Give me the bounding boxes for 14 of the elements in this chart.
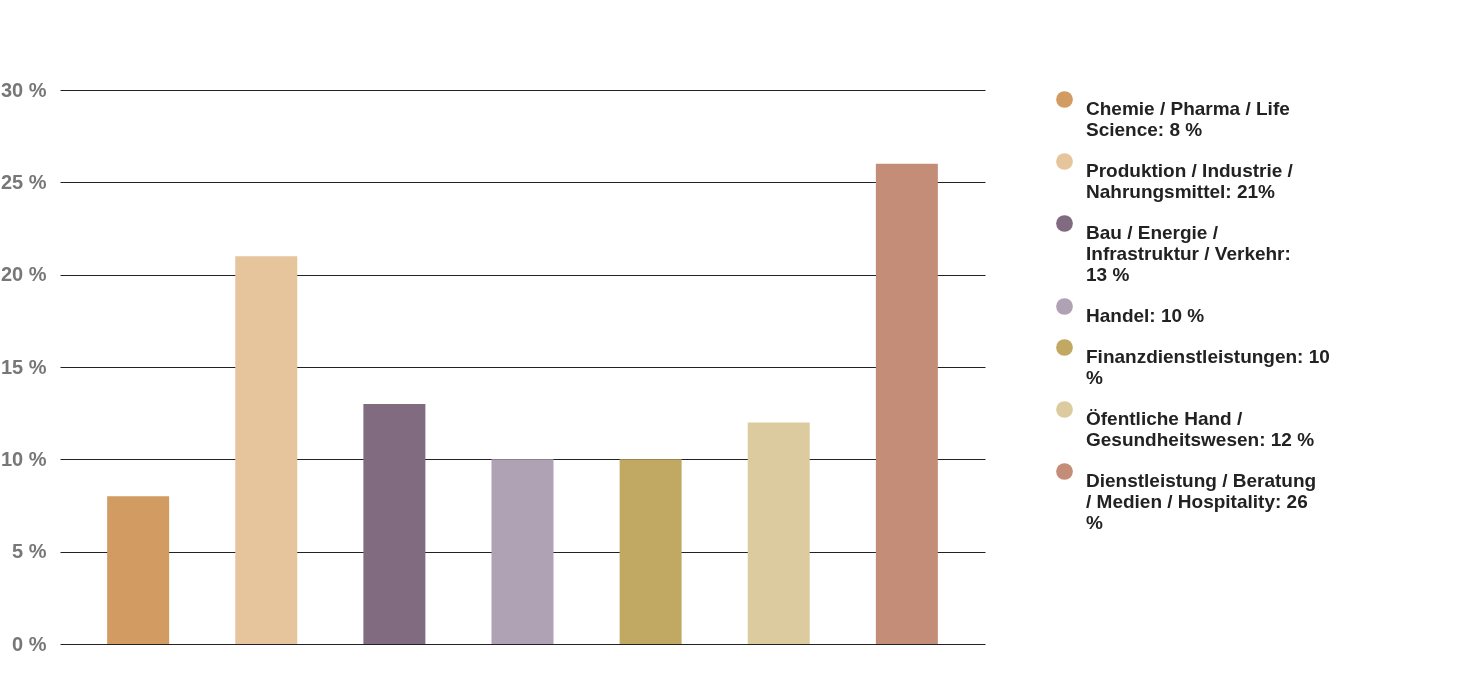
legend-label: Dienstleistung / Beratung / Medien / Hospitality: 26 % bbox=[1086, 469, 1317, 533]
y-tick-label: 20 % bbox=[0, 263, 47, 286]
legend-label: Produktion / Industrie / Nahrungsmittel: 21% bbox=[1086, 159, 1294, 202]
legend-label: Handel: 10 % bbox=[1086, 304, 1205, 326]
y-tick-label: 30 % bbox=[0, 78, 47, 101]
y-tick-label: 0 % bbox=[12, 632, 47, 655]
y-tick-label: 10 % bbox=[0, 447, 47, 470]
y-tick-label: 25 % bbox=[0, 170, 47, 193]
legend-label: Chemie / Pharma / Life Science: 8 % bbox=[1086, 97, 1290, 140]
y-tick-label: 5 % bbox=[12, 540, 47, 563]
y-tick-label: 15 % bbox=[0, 355, 47, 378]
legend-label: Bau / Energie / Infrastruktur / Verkehr: 13 % bbox=[1086, 221, 1291, 285]
legend-label: Finanzdienstleistungen: 10 % bbox=[1086, 345, 1330, 388]
legend-label: Öfentliche Hand / Gesundheitswesen: 12 % bbox=[1086, 407, 1315, 450]
